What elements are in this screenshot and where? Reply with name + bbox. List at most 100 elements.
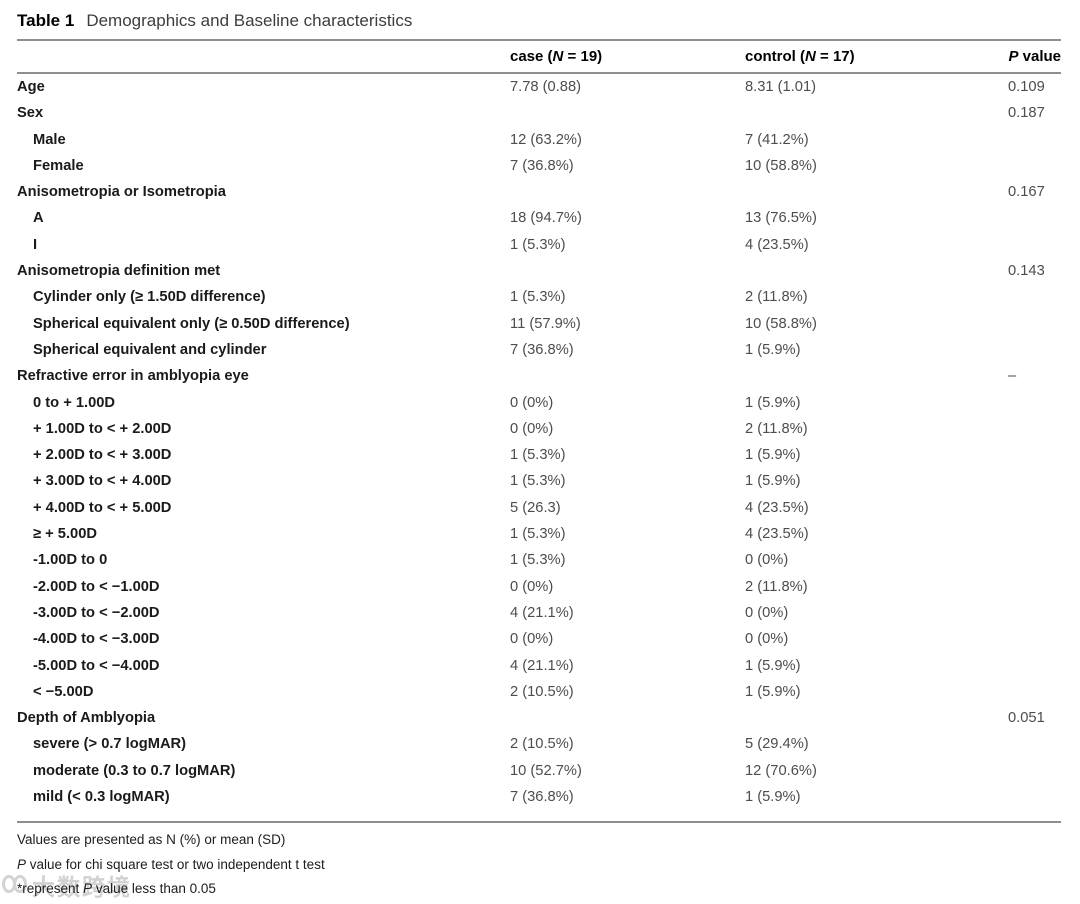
cell-control: 13 (76.5%) bbox=[745, 210, 817, 227]
cell-p-value: 0.167 bbox=[1008, 184, 1045, 201]
row-label: Anisometropia or Isometropia bbox=[17, 184, 226, 201]
cell-p-value: 0.051 bbox=[1008, 710, 1045, 727]
table-row: 0 to + 1.00D 0 (0%) 1 (5.9%) bbox=[17, 390, 1061, 416]
cell-p-value: – bbox=[1008, 368, 1017, 385]
cell-p-value: 0.187 bbox=[1008, 105, 1045, 122]
table-row: severe (> 0.7 logMAR) 2 (10.5%) 5 (29.4%) bbox=[17, 731, 1061, 757]
row-label: + 4.00D to < + 5.00D bbox=[33, 499, 172, 516]
table-title: Table 1 Demographics and Baseline charact… bbox=[17, 0, 1061, 39]
header-control-pre: control ( bbox=[745, 48, 805, 65]
table-row: Depth of Amblyopia 0.051 bbox=[17, 705, 1061, 731]
cell-control: 1 (5.9%) bbox=[745, 473, 801, 490]
footnote-asterisk: *represent P value less than 0.05 bbox=[17, 877, 1061, 901]
cell-case: 10 (52.7%) bbox=[510, 762, 582, 779]
footnote2-text: value for chi square test or two indepen… bbox=[26, 856, 325, 872]
row-label: + 1.00D to < + 2.00D bbox=[33, 420, 172, 437]
row-label: < −5.00D bbox=[33, 683, 94, 700]
header-case-pre: case ( bbox=[510, 48, 553, 65]
footnote-values: Values are presented as N (%) or mean (S… bbox=[17, 832, 286, 848]
cell-p-value: 0.143 bbox=[1008, 263, 1045, 280]
cell-control: 1 (5.9%) bbox=[745, 447, 801, 464]
header-p-post: value bbox=[1018, 48, 1061, 65]
table-row: Anisometropia definition met 0.143 bbox=[17, 258, 1061, 284]
rule-bottom bbox=[17, 821, 1061, 824]
row-label: + 2.00D to < + 3.00D bbox=[33, 447, 172, 464]
table-row: Spherical equivalent only (≥ 0.50D diffe… bbox=[17, 311, 1061, 337]
cell-case: 11 (57.9%) bbox=[510, 315, 581, 332]
table-row: -3.00D to < −2.00D 4 (21.1%) 0 (0%) bbox=[17, 600, 1061, 626]
header-case-post: = 19) bbox=[563, 48, 603, 65]
cell-control: 12 (70.6%) bbox=[745, 762, 817, 779]
footnote3-p-italic: P bbox=[83, 881, 93, 897]
table-row: Refractive error in amblyopia eye – bbox=[17, 363, 1061, 389]
row-label: Female bbox=[33, 157, 84, 174]
cell-control: 2 (11.8%) bbox=[745, 289, 808, 306]
table-row: Spherical equivalent and cylinder 7 (36.8… bbox=[17, 337, 1061, 363]
header-p-value: P value bbox=[1008, 41, 1061, 72]
cell-case: 1 (5.3%) bbox=[510, 526, 566, 543]
row-label: + 3.00D to < + 4.00D bbox=[33, 473, 172, 490]
cell-case: 5 (26.3) bbox=[510, 499, 561, 516]
cell-case: 0 (0%) bbox=[510, 394, 554, 411]
footnote2-p-italic: P bbox=[17, 856, 27, 872]
row-label: 0 to + 1.00D bbox=[33, 394, 116, 411]
cell-case: 4 (21.1%) bbox=[510, 657, 574, 674]
table-row: mild (< 0.3 logMAR) 7 (36.8%) 1 (5.9%) bbox=[17, 784, 1061, 810]
header-control-post: = 17) bbox=[815, 48, 855, 65]
cell-control: 0 (0%) bbox=[745, 604, 789, 621]
table-row: + 3.00D to < + 4.00D 1 (5.3%) 1 (5.9%) bbox=[17, 468, 1061, 494]
header-p-italic: P bbox=[1008, 48, 1019, 65]
header-control: control (N = 17) bbox=[745, 41, 1008, 72]
cell-control: 2 (11.8%) bbox=[745, 420, 808, 437]
header-case: case (N = 19) bbox=[510, 41, 745, 72]
cell-control: 10 (58.8%) bbox=[745, 315, 817, 332]
table-row: + 4.00D to < + 5.00D 5 (26.3) 4 (23.5%) bbox=[17, 495, 1061, 521]
header-control-n: N bbox=[805, 48, 816, 65]
cell-control: 1 (5.9%) bbox=[745, 394, 801, 411]
cell-case: 2 (10.5%) bbox=[510, 736, 574, 753]
row-label: mild (< 0.3 logMAR) bbox=[33, 789, 170, 806]
table-row: + 2.00D to < + 3.00D 1 (5.3%) 1 (5.9%) bbox=[17, 442, 1061, 468]
table-row: Cylinder only (≥ 1.50D difference) 1 (5.3… bbox=[17, 284, 1061, 310]
rule-top bbox=[17, 39, 1061, 41]
cell-control: 1 (5.9%) bbox=[745, 657, 801, 674]
table-row: -4.00D to < −3.00D 0 (0%) 0 (0%) bbox=[17, 626, 1061, 652]
row-label: I bbox=[33, 236, 38, 253]
row-label: -3.00D to < −2.00D bbox=[33, 604, 160, 621]
cell-control: 1 (5.9%) bbox=[745, 683, 801, 700]
row-label: Spherical equivalent and cylinder bbox=[33, 341, 267, 358]
cell-control: 5 (29.4%) bbox=[745, 736, 809, 753]
cell-control: 4 (23.5%) bbox=[745, 499, 809, 516]
table-number: Table 1 bbox=[17, 11, 75, 30]
cell-control: 0 (0%) bbox=[745, 631, 789, 648]
table-caption: Demographics and Baseline characteristic… bbox=[86, 11, 413, 30]
cell-case: 12 (63.2%) bbox=[510, 131, 582, 148]
cell-case: 1 (5.3%) bbox=[510, 473, 566, 490]
row-label: Cylinder only (≥ 1.50D difference) bbox=[33, 289, 266, 306]
row-label: -5.00D to < −4.00D bbox=[33, 657, 160, 674]
header-case-n: N bbox=[552, 48, 564, 65]
row-label: Spherical equivalent only (≥ 0.50D diffe… bbox=[33, 315, 350, 332]
table-row: Sex 0.187 bbox=[17, 100, 1061, 126]
table-row: Male 12 (63.2%) 7 (41.2%) bbox=[17, 127, 1061, 153]
cell-case: 1 (5.3%) bbox=[510, 289, 566, 306]
rule-header-bottom bbox=[17, 72, 1061, 74]
table-row: -2.00D to < −1.00D 0 (0%) 2 (11.8%) bbox=[17, 574, 1061, 600]
table-footnotes: Values are presented as N (%) or mean (S… bbox=[17, 828, 1061, 901]
row-label: ≥ + 5.00D bbox=[33, 526, 97, 543]
cell-control: 0 (0%) bbox=[745, 552, 789, 569]
cell-case: 2 (10.5%) bbox=[510, 683, 574, 700]
cell-control: 7 (41.2%) bbox=[745, 131, 809, 148]
cell-control: 2 (11.8%) bbox=[745, 578, 808, 595]
cell-case: 18 (94.7%) bbox=[510, 210, 582, 227]
cell-case: 1 (5.3%) bbox=[510, 236, 566, 253]
cell-control: 8.31 (1.01) bbox=[745, 79, 817, 95]
table-body: Age 7.78 (0.88) 8.31 (1.01) 0.109 Sex 0.187 Ma… bbox=[17, 74, 1061, 810]
row-label: Age bbox=[17, 79, 45, 95]
table-row: Anisometropia or Isometropia 0.167 bbox=[17, 179, 1061, 205]
table-row: Female 7 (36.8%) 10 (58.8%) bbox=[17, 153, 1061, 179]
row-label: Sex bbox=[17, 105, 44, 122]
cell-case: 7 (36.8%) bbox=[510, 789, 574, 806]
table-header-row: case (N = 19) control (N = 17) P value bbox=[17, 41, 1061, 72]
row-label: -1.00D to 0 bbox=[33, 552, 108, 569]
